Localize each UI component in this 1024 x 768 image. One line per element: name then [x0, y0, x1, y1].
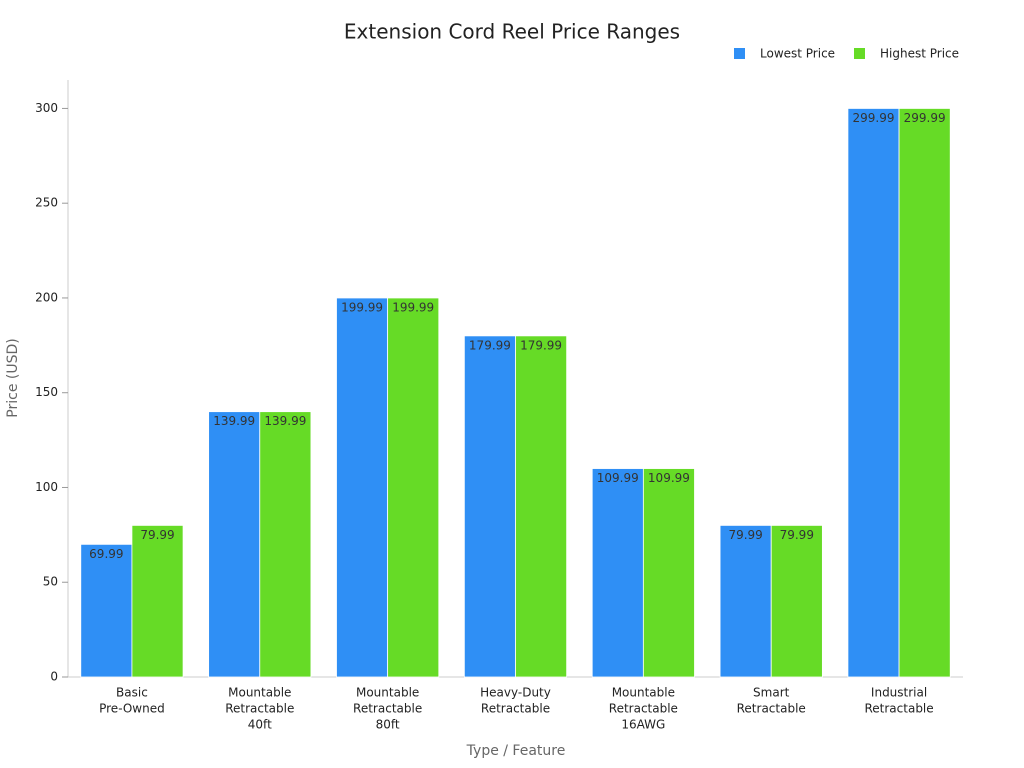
y-axis-title: Price (USD) — [5, 338, 21, 417]
value-label: 199.99 — [392, 300, 434, 314]
y-tick-label: 0 — [50, 670, 58, 684]
y-tick-label: 250 — [35, 196, 58, 210]
bar — [208, 411, 261, 678]
x-tick-label: Retractable — [481, 702, 550, 716]
x-tick-label: Retractable — [225, 702, 294, 716]
y-tick-label: 150 — [35, 385, 58, 399]
value-label: 79.99 — [728, 528, 762, 542]
value-label: 299.99 — [904, 111, 946, 125]
value-label: 299.99 — [853, 111, 895, 125]
x-tick-label: 80ft — [376, 718, 400, 732]
x-tick-label: Pre-Owned — [99, 702, 165, 716]
y-tick-label: 50 — [43, 575, 58, 589]
x-tick-label: Basic — [116, 686, 148, 700]
value-label: 179.99 — [469, 338, 511, 352]
value-label: 179.99 — [520, 338, 562, 352]
value-label: 199.99 — [341, 300, 383, 314]
bar — [719, 524, 772, 678]
y-tick-label: 300 — [35, 101, 58, 115]
value-label: 109.99 — [597, 471, 639, 485]
bar — [387, 297, 440, 678]
bar — [847, 108, 900, 678]
value-label: 69.99 — [89, 547, 123, 561]
legend-label: Highest Price — [880, 47, 959, 61]
y-tick-label: 200 — [35, 290, 58, 304]
bar — [336, 297, 389, 678]
x-tick-label: Mountable — [356, 686, 419, 700]
x-tick-label: Retractable — [864, 702, 933, 716]
value-label: 79.99 — [140, 528, 174, 542]
legend-swatch — [854, 48, 865, 59]
x-axis-title: Type / Feature — [466, 743, 566, 759]
value-label: 79.99 — [780, 528, 814, 542]
x-tick-label: Retractable — [609, 702, 678, 716]
bar — [80, 543, 133, 678]
x-tick-label: Retractable — [353, 702, 422, 716]
x-tick-label: Heavy-Duty — [480, 686, 551, 700]
value-label: 139.99 — [264, 414, 306, 428]
bar — [131, 524, 184, 678]
legend-label: Lowest Price — [760, 47, 835, 61]
x-tick-label: 40ft — [248, 718, 272, 732]
bar — [591, 468, 644, 678]
value-label: 109.99 — [648, 471, 690, 485]
bar — [642, 468, 695, 678]
x-tick-label: Retractable — [737, 702, 806, 716]
x-tick-label: Industrial — [871, 686, 927, 700]
bar — [898, 108, 951, 678]
chart-title: Extension Cord Reel Price Ranges — [344, 20, 680, 44]
bar — [770, 524, 823, 678]
bar — [463, 335, 516, 678]
bar — [515, 335, 568, 678]
legend-swatch — [734, 48, 745, 59]
x-tick-label: 16AWG — [621, 718, 665, 732]
x-tick-label: Mountable — [228, 686, 291, 700]
y-tick-label: 100 — [35, 480, 58, 494]
bar — [259, 411, 312, 678]
x-tick-label: Mountable — [612, 686, 675, 700]
value-label: 139.99 — [213, 414, 255, 428]
x-tick-label: Smart — [753, 686, 790, 700]
